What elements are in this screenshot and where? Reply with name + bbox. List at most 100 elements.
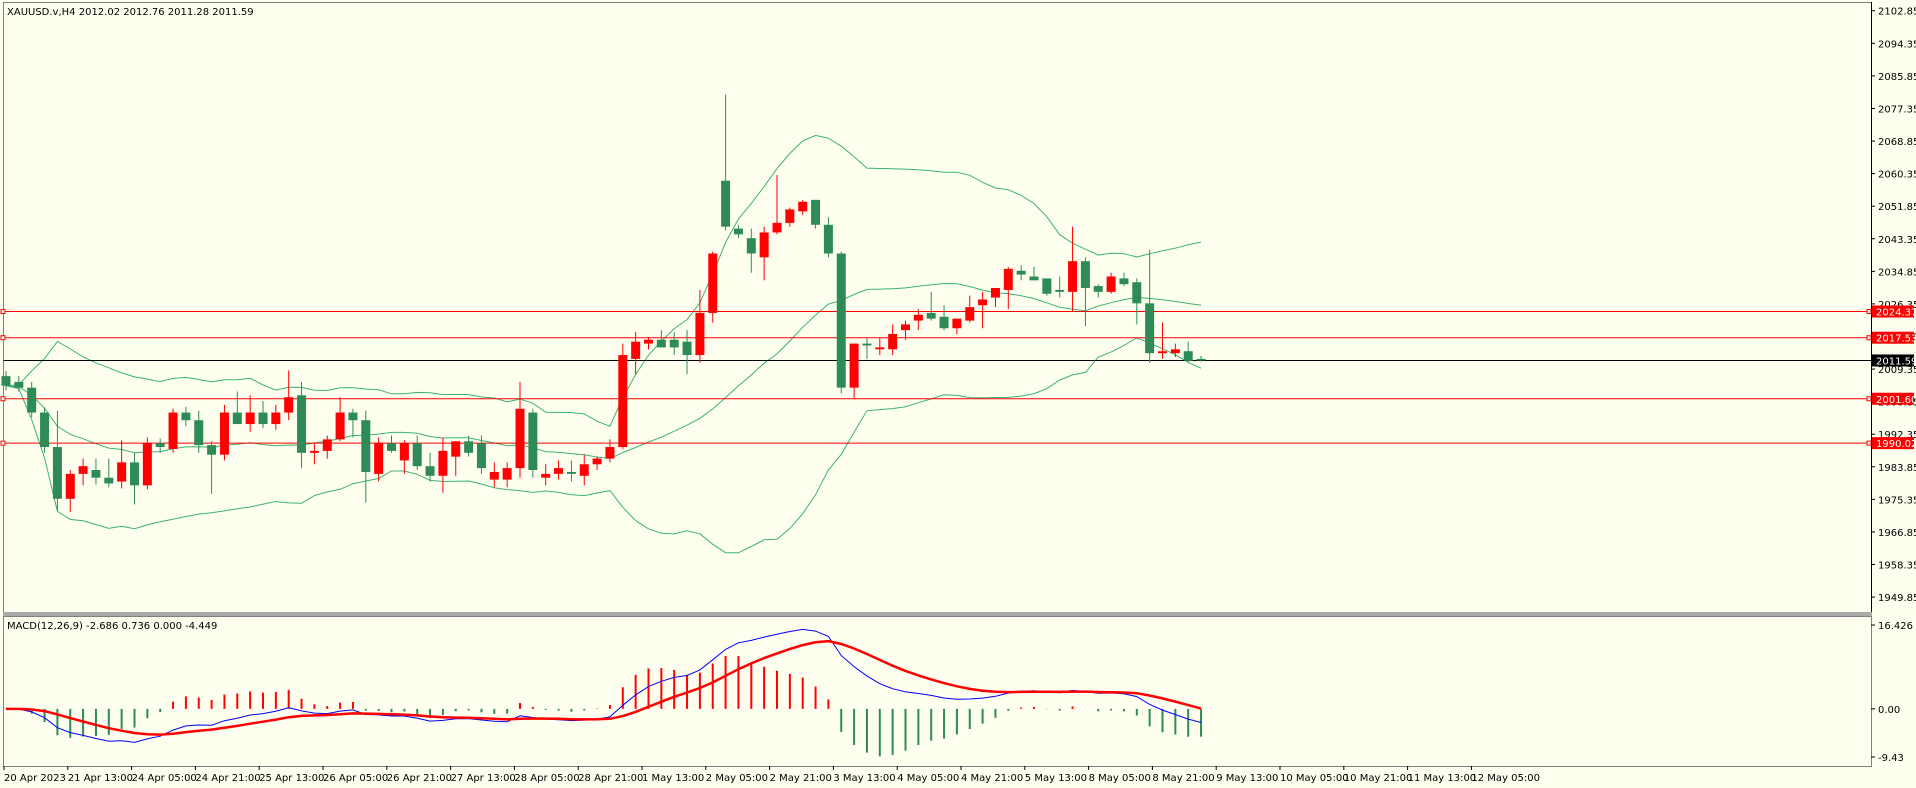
- candle: [130, 452, 139, 505]
- level-anchor[interactable]: [0, 440, 6, 446]
- price-tick-label: 2026.35: [1878, 300, 1916, 311]
- candle: [515, 381, 525, 478]
- macd-panel-label: MACD(12,26,9) -2.686 0.736 0.000 -4.449: [7, 621, 217, 632]
- candle-body: [1093, 286, 1103, 292]
- price-level-tag-bg: [1872, 354, 1914, 367]
- bollinger-upper-band: [5, 134, 1202, 427]
- candle: [117, 440, 127, 489]
- candle: [990, 288, 1000, 308]
- time-tick-label: 9 May 13:00: [1216, 773, 1278, 784]
- candle-body: [862, 343, 872, 346]
- candle: [52, 410, 62, 511]
- bollinger-bands: [5, 134, 1202, 554]
- candle: [168, 408, 178, 453]
- price-tick-label: 2094.35: [1878, 39, 1916, 50]
- price-tick-label: 1975.35: [1878, 495, 1916, 506]
- level-anchor[interactable]: [1866, 440, 1872, 446]
- candle-body: [297, 395, 307, 453]
- candle-body: [682, 341, 692, 356]
- time-tick-label: 21 Apr 13:00: [68, 773, 133, 784]
- candle-body: [232, 412, 242, 425]
- candle: [258, 401, 268, 428]
- candle: [399, 440, 409, 474]
- level-anchor[interactable]: [0, 335, 6, 341]
- candle: [1145, 249, 1155, 363]
- candle-body: [1196, 358, 1206, 361]
- candle-body: [605, 447, 615, 459]
- candle: [785, 207, 795, 227]
- candle: [682, 330, 692, 375]
- candle: [541, 464, 551, 486]
- time-tick-label: 24 Apr 05:00: [132, 773, 197, 784]
- candle: [721, 94, 731, 231]
- candle: [888, 324, 898, 356]
- level-anchor[interactable]: [1866, 396, 1872, 402]
- price-tick-label: 2009.35: [1878, 365, 1916, 376]
- price-level-tag-bg: [1872, 331, 1914, 344]
- candle: [605, 439, 615, 463]
- candle: [733, 224, 743, 239]
- macd-panel-frame: [3, 616, 1872, 767]
- candle-body: [14, 381, 24, 388]
- time-tick-label: 2 May 21:00: [770, 773, 832, 784]
- candle-body: [65, 473, 75, 499]
- candle: [1055, 276, 1065, 298]
- candle-body: [669, 339, 679, 348]
- price-tick-label: 2077.35: [1878, 104, 1916, 115]
- price-tick-label: 1992.35: [1878, 430, 1916, 441]
- candlesticks: [1, 94, 1206, 513]
- candle-body: [708, 253, 718, 313]
- level-anchor[interactable]: [0, 396, 6, 402]
- candle-body: [528, 412, 538, 471]
- price-level-tag: 1990.02: [1872, 437, 1916, 450]
- candle-body: [965, 307, 975, 321]
- candle: [644, 337, 653, 350]
- horizontal-levels: [0, 308, 1872, 446]
- candle-body: [425, 466, 435, 476]
- level-anchor[interactable]: [0, 308, 6, 314]
- candle: [464, 435, 474, 457]
- candle-body: [566, 471, 576, 474]
- candle: [875, 337, 885, 356]
- candle-body: [901, 324, 910, 331]
- candle-body: [412, 443, 422, 467]
- candle: [322, 435, 332, 459]
- candle-body: [464, 441, 474, 453]
- candle-body: [1170, 349, 1180, 354]
- level-anchor[interactable]: [1866, 308, 1872, 314]
- bollinger-middle-band: [5, 282, 1202, 459]
- panel-separator: [3, 612, 1872, 616]
- candle-body: [541, 473, 551, 478]
- macd-signal-line: [6, 639, 1202, 736]
- candle-body: [515, 408, 525, 469]
- candle: [1068, 226, 1078, 311]
- price-level-tags: 2024.37 2017.53 2011.59 2001.60 1990.02: [1872, 305, 1916, 450]
- candle: [1042, 278, 1052, 296]
- level-anchor[interactable]: [1866, 335, 1872, 341]
- candle: [271, 404, 281, 430]
- candle: [78, 458, 88, 486]
- candle: [746, 228, 756, 273]
- candle-body: [27, 387, 37, 413]
- candle: [656, 330, 666, 348]
- time-tick-label: 28 Apr 21:00: [578, 773, 643, 784]
- time-tick-label: 24 Apr 21:00: [195, 773, 260, 784]
- candle-body: [579, 464, 589, 476]
- candle: [1170, 343, 1180, 357]
- time-tick-label: 28 Apr 05:00: [514, 773, 579, 784]
- candle-body: [142, 443, 152, 486]
- candle-body: [849, 343, 859, 388]
- candle: [1093, 284, 1103, 298]
- price-level-tag-label: 2024.37: [1876, 307, 1916, 318]
- price-level-tag: 2011.59: [1872, 354, 1916, 367]
- time-tick-label: 11 May 13:00: [1408, 773, 1477, 784]
- candle: [1106, 272, 1116, 294]
- candle: [65, 470, 75, 513]
- time-tick-label: 8 May 05:00: [1089, 773, 1151, 784]
- time-tick-label: 5 May 13:00: [1025, 773, 1087, 784]
- candle-body: [592, 458, 602, 465]
- time-tick-label: 3 May 13:00: [833, 773, 895, 784]
- macd-axis-ticks: 16.426 0.00 -9.43: [1871, 621, 1913, 764]
- candle: [579, 454, 589, 486]
